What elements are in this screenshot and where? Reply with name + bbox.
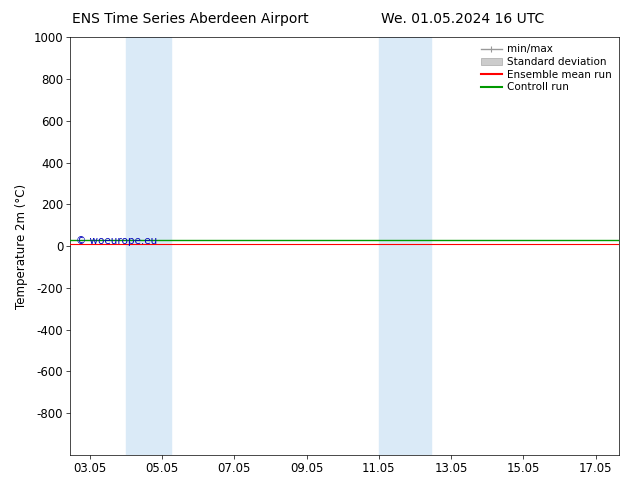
Text: ENS Time Series Aberdeen Airport: ENS Time Series Aberdeen Airport [72,12,309,26]
Bar [126,37,171,455]
Y-axis label: Temperature 2m (°C): Temperature 2m (°C) [15,184,28,309]
Legend: min/max, Standard deviation, Ensemble mean run, Controll run: min/max, Standard deviation, Ensemble me… [479,42,614,95]
Text: We. 01.05.2024 16 UTC: We. 01.05.2024 16 UTC [381,12,545,26]
Text: © woeurope.eu: © woeurope.eu [75,236,157,245]
Bar [379,37,431,455]
